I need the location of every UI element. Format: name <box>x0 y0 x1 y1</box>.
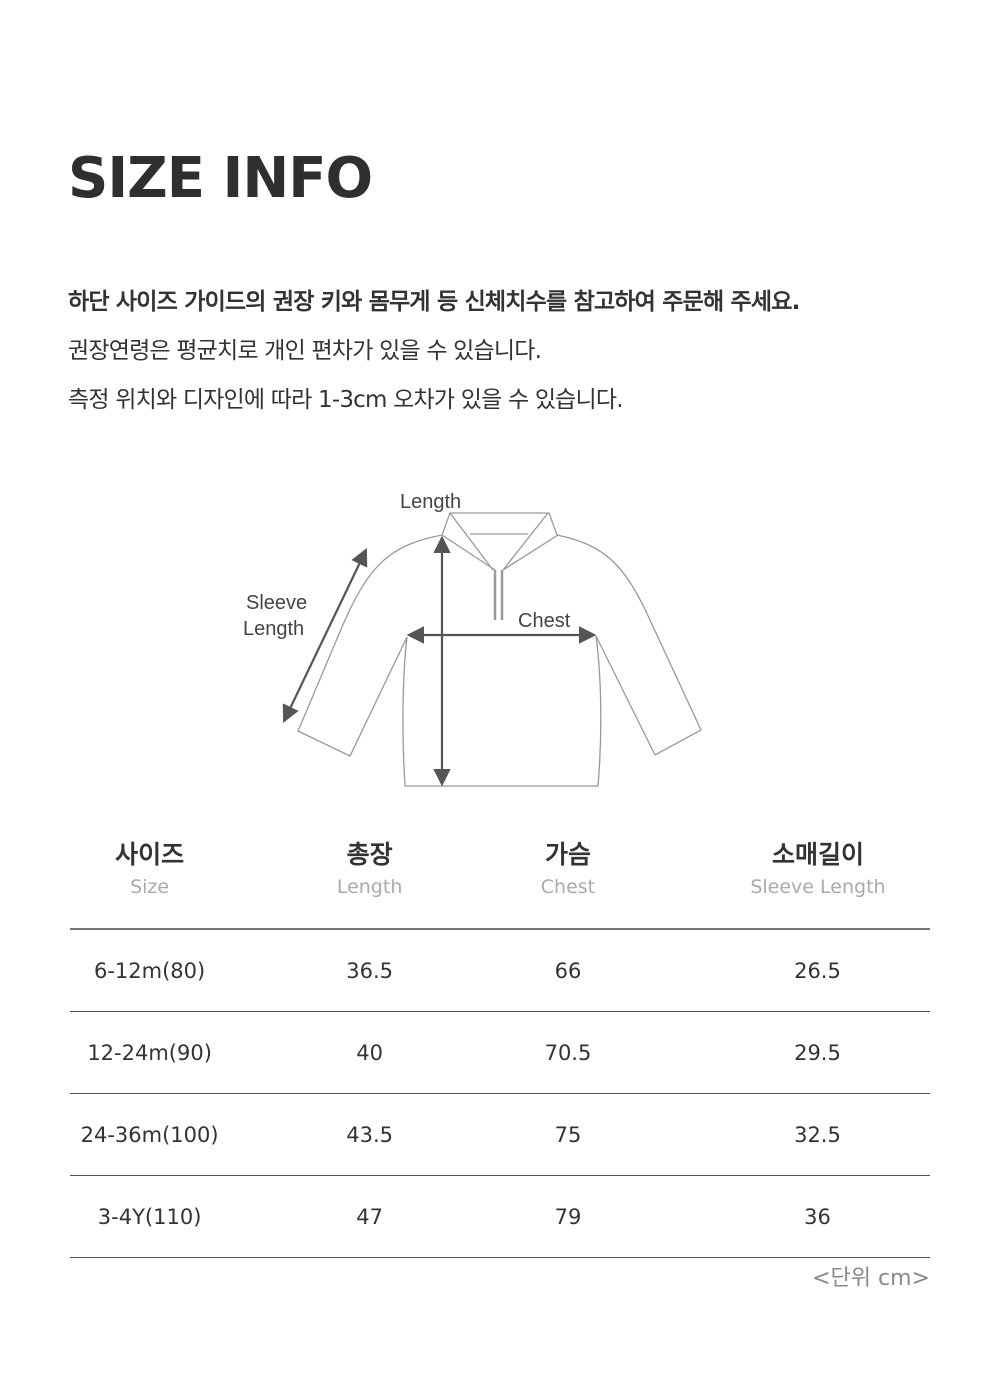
header-chest: 가슴 Chest <box>510 838 626 930</box>
sleeve-arrow <box>282 548 368 723</box>
cell-sleeve: 36 <box>625 1175 930 1258</box>
cell-length: 47 <box>229 1175 510 1258</box>
header-sleeve: 소매길이 Sleeve Length <box>625 838 930 930</box>
cell-sleeve: 29.5 <box>625 1011 930 1094</box>
table-row: 24-36m(100) 43.5 75 32.5 <box>70 1093 930 1176</box>
note-age: 권장연령은 평균치로 개인 편차가 있을 수 있습니다. <box>68 338 542 364</box>
header-length: 총장 Length <box>229 838 510 930</box>
cell-chest: 75 <box>510 1093 626 1176</box>
cell-size: 12-24m(90) <box>70 1011 230 1094</box>
note-ordering: 하단 사이즈 가이드의 권장 키와 몸무게 등 신체치수를 참고하여 주문해 주… <box>68 289 800 315</box>
cell-sleeve: 32.5 <box>625 1093 930 1176</box>
cell-length: 43.5 <box>229 1093 510 1176</box>
table-row: 6-12m(80) 36.5 66 26.5 <box>70 929 930 1012</box>
cell-length: 40 <box>229 1011 510 1094</box>
header-size: 사이즈 Size <box>70 838 230 930</box>
size-table: 사이즈 Size 총장 Length 가슴 Chest 소매길이 Sleeve Leng… <box>70 838 930 1258</box>
sleeve-label-line1: Sleeve <box>246 592 307 614</box>
note-tolerance: 측정 위치와 디자인에 따라 1-3cm 오차가 있을 수 있습니다. <box>68 387 624 413</box>
jacket-outline <box>297 512 702 787</box>
notes: 하단 사이즈 가이드의 권장 키와 몸무게 등 신체치수를 참고하여 주문해 주… <box>68 278 800 425</box>
measure-arrows <box>282 535 597 787</box>
length-label: Length <box>400 491 461 513</box>
chest-label: Chest <box>518 610 571 632</box>
page-title: SIZE INFO <box>68 146 373 211</box>
sleeve-label-line2: Length <box>243 618 304 640</box>
cell-size: 24-36m(100) <box>70 1093 230 1176</box>
cell-chest: 70.5 <box>510 1011 626 1094</box>
table-row: 12-24m(90) 40 70.5 29.5 <box>70 1011 930 1094</box>
cell-chest: 79 <box>510 1175 626 1258</box>
cell-size: 6-12m(80) <box>70 929 230 1012</box>
cell-sleeve: 26.5 <box>625 929 930 1012</box>
cell-size: 3-4Y(110) <box>70 1175 230 1258</box>
garment-diagram: Length Sleeve Length Chest <box>243 491 702 787</box>
cell-chest: 66 <box>510 929 626 1012</box>
unit-note: <단위 cm> <box>812 1266 930 1291</box>
table-row: 3-4Y(110) 47 79 36 <box>70 1175 930 1258</box>
cell-length: 36.5 <box>229 929 510 1012</box>
